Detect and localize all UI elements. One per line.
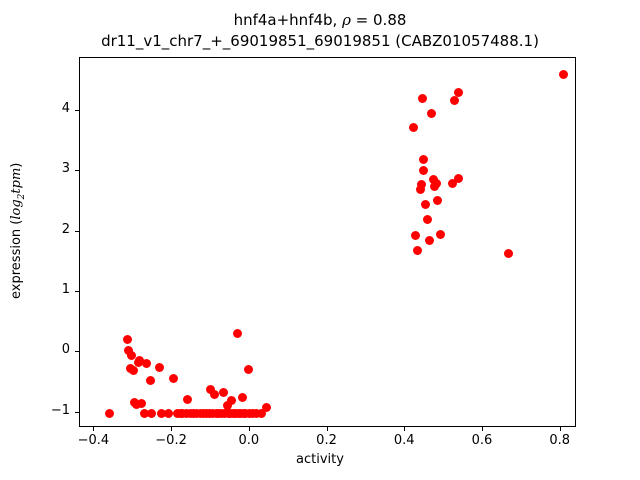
chart-title-block: hnf4a+hnf4b, ρ = 0.88 dr11_v1_chr7_+_690… (0, 10, 640, 52)
x-axis-tick-label: −0.2 (155, 433, 187, 448)
x-axis-tick (93, 427, 95, 431)
y-axis-tick (75, 109, 79, 111)
scatter-point (243, 364, 253, 374)
scatter-point (261, 403, 271, 413)
x-axis-tick-label: −0.4 (77, 433, 110, 448)
plot-area (79, 57, 576, 427)
rho-value: = 0.88 (350, 11, 407, 29)
y-axis-tick (75, 230, 79, 232)
scatter-point (424, 235, 434, 245)
y-axis-label-log: log (9, 199, 25, 220)
scatter-point (417, 179, 427, 189)
scatter-point (155, 362, 165, 372)
y-axis-tick-label: 0 (61, 342, 70, 358)
y-axis-label-suffix: ) (9, 162, 25, 168)
x-axis-tick (171, 427, 173, 431)
scatter-point (169, 374, 179, 384)
scatter-point (122, 334, 132, 344)
y-axis-label-tpm: tpm (9, 167, 25, 194)
scatter-point (559, 69, 569, 79)
scatter-point (227, 396, 237, 406)
y-axis-label-prefix: expression ( (9, 219, 25, 299)
scatter-point (124, 346, 134, 356)
scatter-point (142, 358, 152, 368)
scatter-point (256, 409, 266, 419)
chart-title-prefix: hnf4a+hnf4b, (233, 11, 343, 29)
y-axis-tick-label: 1 (61, 281, 70, 297)
y-axis-tick (75, 411, 79, 413)
scatter-point (222, 400, 232, 410)
x-axis-tick-label: 0.0 (238, 433, 260, 448)
x-axis-tick (481, 427, 483, 431)
x-axis-label: activity (296, 452, 344, 467)
y-axis-label: expression (log2tpm) (9, 121, 27, 341)
scatter-point (136, 398, 146, 408)
chart-title-line-1: hnf4a+hnf4b, ρ = 0.88 (0, 10, 640, 31)
scatter-point (237, 393, 247, 403)
scatter-point (145, 376, 155, 386)
y-axis-tick (75, 170, 79, 172)
scatter-point (413, 245, 423, 255)
scatter-point (454, 173, 464, 183)
scatter-point (210, 389, 220, 399)
y-axis-tick-label: 2 (61, 221, 70, 237)
scatter-point (420, 199, 430, 209)
x-axis-tick (559, 427, 561, 431)
scatter-point (164, 409, 174, 419)
scatter-point (448, 179, 458, 189)
y-axis-tick-label: 4 (61, 100, 70, 116)
scatter-point (433, 195, 443, 205)
scatter-point (232, 329, 242, 339)
scatter-point (408, 123, 418, 133)
x-axis-tick (404, 427, 406, 431)
x-axis-tick-label: 0.4 (393, 433, 415, 448)
scatter-point (181, 409, 191, 419)
scatter-point (418, 154, 428, 164)
y-axis-tick-label: −1 (50, 402, 70, 418)
x-axis-tick (326, 427, 328, 431)
scatter-point (431, 179, 441, 189)
y-axis-tick (75, 351, 79, 353)
scatter-point (156, 409, 166, 419)
scatter-point (411, 230, 421, 240)
scatter-point (183, 394, 193, 404)
rho-symbol: ρ (342, 11, 351, 29)
chart-title-line-2: dr11_v1_chr7_+_69019851_69019851 (CABZ01… (101, 32, 539, 50)
scatter-point (135, 356, 145, 366)
scatter-point (218, 387, 228, 397)
scatter-point (105, 409, 115, 419)
scatter-point (503, 248, 513, 258)
scatter-point (206, 385, 216, 395)
x-axis-tick (248, 427, 250, 431)
scatter-point (453, 88, 463, 98)
scatter-point (131, 399, 141, 409)
scatter-point (126, 363, 136, 373)
y-axis-tick (75, 290, 79, 292)
scatter-point (419, 165, 429, 175)
x-axis-tick-label: 0.2 (316, 433, 337, 448)
x-axis-tick-label: 0.8 (549, 433, 571, 448)
scatter-point (422, 215, 432, 224)
scatter-point (427, 109, 437, 119)
scatter-point (252, 409, 262, 419)
y-axis-tick-label: 3 (61, 161, 70, 177)
scatter-point (435, 229, 445, 239)
scatter-point (450, 96, 460, 106)
scatter-point (139, 409, 149, 419)
y-axis-label-subscript: 2 (16, 193, 27, 200)
scatter-point (417, 93, 427, 103)
scatter-point (147, 409, 157, 419)
x-axis-tick-label: 0.6 (471, 433, 493, 448)
scatter-point (416, 184, 426, 194)
scatter-point (127, 351, 137, 361)
